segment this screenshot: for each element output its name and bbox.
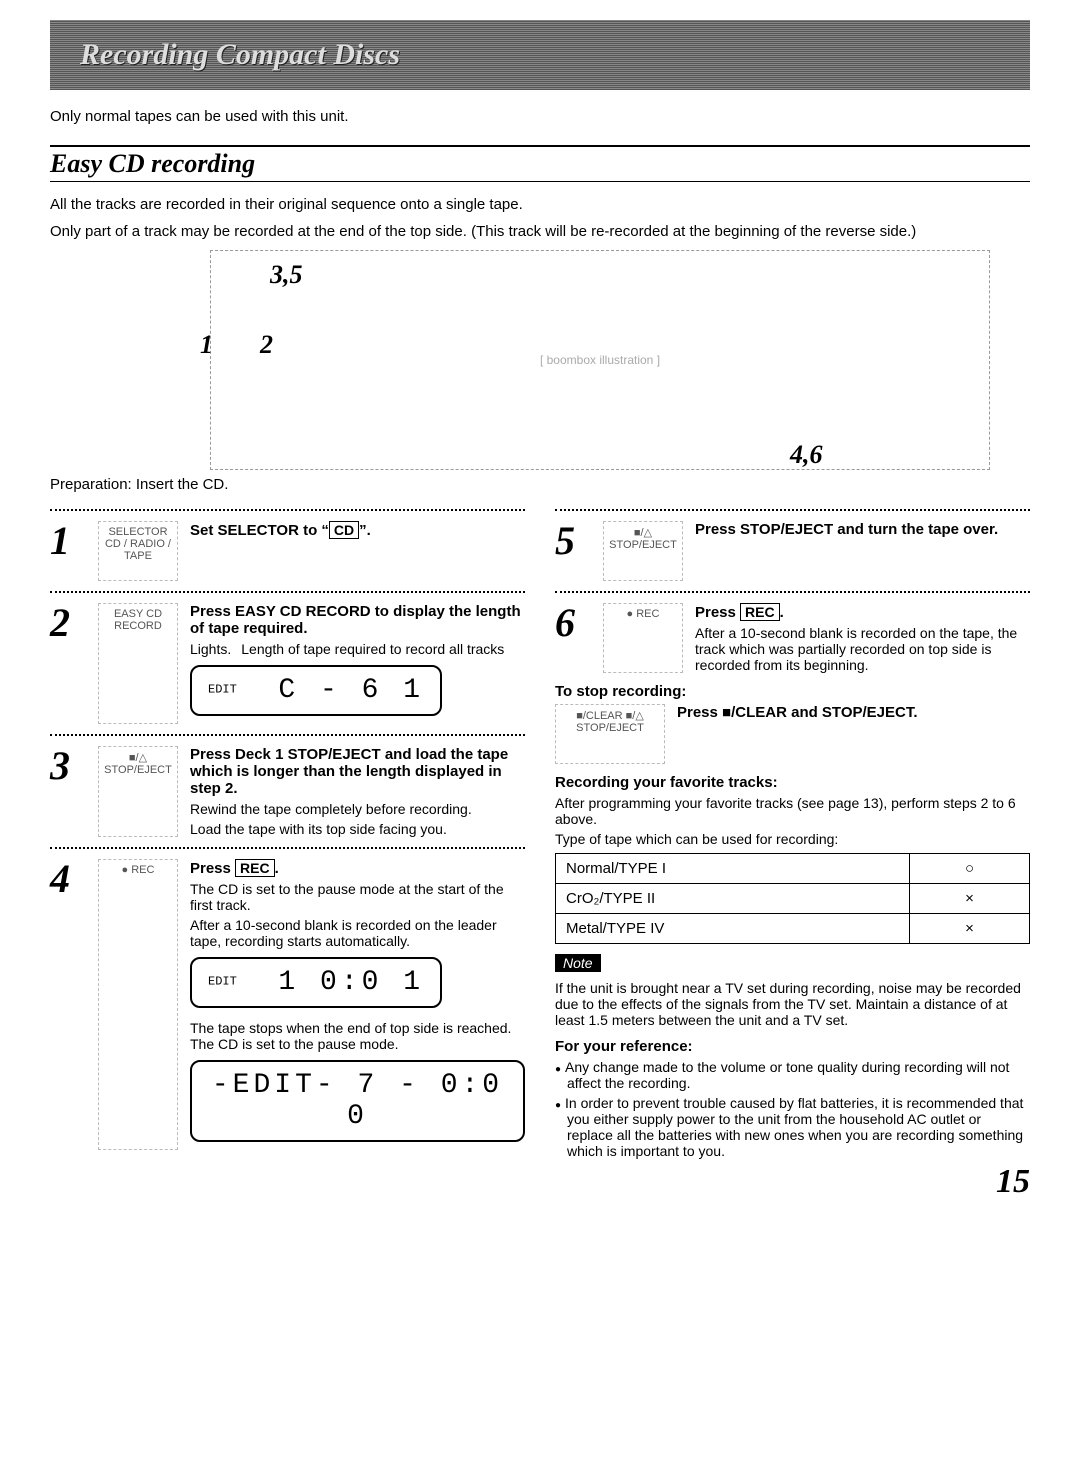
step-6-post: . — [780, 604, 784, 621]
callout-1: 1 — [200, 330, 213, 360]
step-1-text-end: ”. — [359, 522, 371, 539]
step-5-title: Press STOP/EJECT and turn the tape over. — [695, 521, 1030, 538]
rec-button-label: REC — [235, 859, 275, 877]
step-2-lights: Lights. — [190, 641, 231, 657]
step-2: 2 EASY CD RECORD Press EASY CD RECORD to… — [50, 603, 525, 724]
step-2-title: Press EASY CD RECORD to display the leng… — [190, 603, 525, 637]
stop-eject-icon-2: ■/△ STOP/EJECT — [603, 521, 683, 581]
tape-type-cell: Metal/TYPE IV — [556, 914, 910, 944]
step-1: 1 SELECTOR CD / RADIO / TAPE Set SELECTO… — [50, 521, 525, 581]
step-4-pre: Press — [190, 860, 235, 877]
table-row: Metal/TYPE IV× — [556, 914, 1030, 944]
page-banner: Recording Compact Discs — [50, 20, 1030, 90]
note-text: If the unit is brought near a TV set dur… — [555, 980, 1030, 1028]
step-3: 3 ■/△ STOP/EJECT Press Deck 1 STOP/EJECT… — [50, 746, 525, 837]
step-6-pre: Press — [695, 604, 740, 621]
reference-bullet-1: Any change made to the volume or tone qu… — [555, 1059, 1030, 1091]
tape-type-cell: CrO₂/TYPE II — [556, 884, 910, 914]
cd-label: CD — [329, 521, 359, 539]
step-6-number: 6 — [555, 603, 591, 673]
device-diagram-wrap: 3,5 1 2 4,6 [ boombox illustration ] — [50, 250, 1030, 470]
reference-list: Any change made to the volume or tone qu… — [555, 1059, 1030, 1159]
step-1-number: 1 — [50, 521, 86, 581]
step-5-number: 5 — [555, 521, 591, 581]
section-title: Easy CD recording — [50, 145, 1030, 182]
tape-length-readout: C - 6 1 — [278, 675, 424, 706]
step-4-display2: -EDIT- 7 - 0:0 0 — [190, 1060, 525, 1142]
callout-4-6: 4,6 — [790, 440, 823, 470]
tape-table-title: Type of tape which can be used for recor… — [555, 831, 1030, 847]
note-tag: Note — [555, 954, 601, 972]
step-2-lenlabel: Length of tape required to record all tr… — [241, 641, 504, 657]
tape-type-cell: Normal/TYPE I — [556, 854, 910, 884]
step-4-post: . — [275, 860, 279, 877]
step-3-sub2: Load the tape with its top side facing y… — [190, 821, 525, 837]
reference-bullet-2: In order to prevent trouble caused by fl… — [555, 1095, 1030, 1159]
edit-prefix: EDIT — [208, 683, 237, 697]
step-3-number: 3 — [50, 746, 86, 837]
tape-mark-cell: × — [910, 914, 1030, 944]
step-1-text: Set SELECTOR to “ — [190, 522, 329, 539]
tape-type-table: Normal/TYPE I○ CrO₂/TYPE II× Metal/TYPE … — [555, 853, 1030, 944]
step-4: 4 ● REC Press REC. The CD is set to the … — [50, 859, 525, 1150]
favorite-heading: Recording your favorite tracks: — [555, 774, 1030, 791]
step-3-sub1: Rewind the tape completely before record… — [190, 801, 525, 817]
step-6: 6 ● REC Press REC. After a 10-second bla… — [555, 603, 1030, 673]
desc-line-1: All the tracks are recorded in their ori… — [50, 196, 1030, 213]
easy-cd-record-icon: EASY CD RECORD — [98, 603, 178, 724]
rec-icon-2: ● REC — [603, 603, 683, 673]
table-row: CrO₂/TYPE II× — [556, 884, 1030, 914]
stop-recording-heading: To stop recording: — [555, 683, 1030, 700]
page-number: 15 — [996, 1163, 1030, 1201]
favorite-text: After programming your favorite tracks (… — [555, 795, 1030, 827]
rec-icon: ● REC — [98, 859, 178, 1150]
reference-heading: For your reference: — [555, 1038, 1030, 1055]
desc-line-2: Only part of a track may be recorded at … — [50, 223, 1030, 240]
edit-prefix-4a: EDIT — [208, 975, 237, 989]
intro-text: Only normal tapes can be used with this … — [50, 108, 1030, 125]
stop-recording-text: Press ■/CLEAR and STOP/EJECT. — [677, 704, 1030, 721]
step-2-display: EDIT C - 6 1 — [190, 665, 442, 716]
step-3-title: Press Deck 1 STOP/EJECT and load the tap… — [190, 746, 525, 797]
banner-title: Recording Compact Discs — [80, 38, 400, 72]
step-4-number: 4 — [50, 859, 86, 1150]
callout-3-5: 3,5 — [270, 260, 303, 290]
table-row: Normal/TYPE I○ — [556, 854, 1030, 884]
preparation-text: Preparation: Insert the CD. — [50, 476, 1030, 493]
step-4-sub2: After a 10-second blank is recorded on t… — [190, 917, 525, 949]
track-readout-2: -EDIT- 7 - 0:0 0 — [212, 1070, 503, 1132]
selector-icon: SELECTOR CD / RADIO / TAPE — [98, 521, 178, 581]
step-4-sub1: The CD is set to the pause mode at the s… — [190, 881, 525, 913]
device-diagram: [ boombox illustration ] — [210, 250, 990, 470]
left-column: 1 SELECTOR CD / RADIO / TAPE Set SELECTO… — [50, 499, 525, 1163]
callout-2: 2 — [260, 330, 273, 360]
right-column: 5 ■/△ STOP/EJECT Press STOP/EJECT and tu… — [555, 499, 1030, 1163]
tape-mark-cell: ○ — [910, 854, 1030, 884]
step-4-sub3: The tape stops when the end of top side … — [190, 1020, 525, 1052]
tape-mark-cell: × — [910, 884, 1030, 914]
step-2-number: 2 — [50, 603, 86, 724]
track-readout-1: 1 0:0 1 — [278, 967, 424, 998]
rec-button-label-2: REC — [740, 603, 780, 621]
step-5: 5 ■/△ STOP/EJECT Press STOP/EJECT and tu… — [555, 521, 1030, 581]
stop-eject-icon: ■/△ STOP/EJECT — [98, 746, 178, 837]
step-6-sub: After a 10-second blank is recorded on t… — [695, 625, 1030, 673]
step-4-display1: EDIT 1 0:0 1 — [190, 957, 442, 1008]
stop-recording-block: ■/CLEAR ■/△ STOP/EJECT Press ■/CLEAR and… — [555, 704, 1030, 764]
clear-stop-eject-icon: ■/CLEAR ■/△ STOP/EJECT — [555, 704, 665, 764]
